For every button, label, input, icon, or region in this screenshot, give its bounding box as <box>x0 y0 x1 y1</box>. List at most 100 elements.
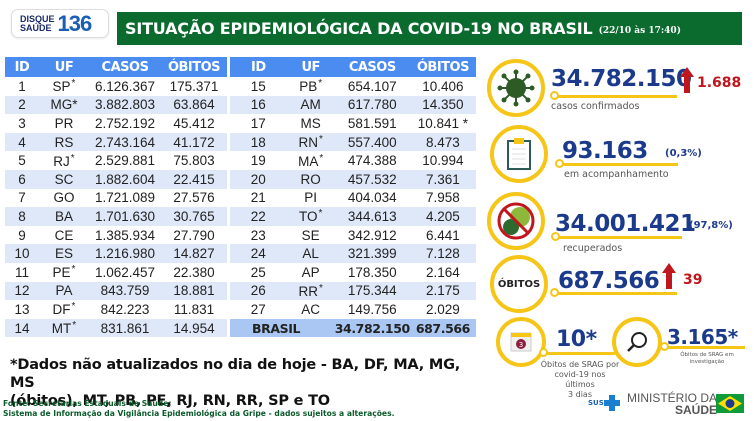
logo-line1: DISQUE <box>20 13 55 24</box>
cell-uf: SC <box>39 169 89 189</box>
cell-id: 13 <box>14 301 30 317</box>
cell-id: 8 <box>5 207 39 226</box>
table-row: 25 AP 178.350 2.164 <box>230 263 476 282</box>
divider-line <box>553 95 677 98</box>
cell-casos: 831.861 <box>89 318 161 338</box>
table-header-row: ID UF CASOS ÓBITOS <box>5 57 227 77</box>
cell-obitos: 7.128 <box>409 244 476 263</box>
table-row: 16 AM 617.780 14.350 <box>230 95 476 115</box>
cell-casos: 2.743.164 <box>89 132 161 152</box>
logo-line2: SAÚDE <box>20 22 52 33</box>
cell-obitos: 14.827 <box>161 244 227 263</box>
cell-uf: MT* <box>39 318 89 338</box>
cell-casos: 474.388 <box>347 153 397 169</box>
sus-cross-icon <box>603 395 620 411</box>
cell-id: 27 <box>250 301 266 317</box>
magnifier-icon <box>612 317 662 367</box>
table-row: 23 SE 342.912 6.441 <box>230 226 476 245</box>
col-obitos: ÓBITOS <box>409 57 476 77</box>
cell-obitos: 2.175 <box>409 281 476 301</box>
col-obitos: ÓBITOS <box>161 57 227 77</box>
srag-recent-value: 10* <box>556 327 597 352</box>
cell-obitos: 7.958 <box>426 190 460 206</box>
cell-obitos: 27.790 <box>173 227 215 243</box>
cell-uf: SP* <box>52 78 76 95</box>
cell-obitos: 2.029 <box>426 301 460 317</box>
cell-uf: RR* <box>286 281 335 301</box>
cell-id: 10 <box>5 244 39 263</box>
cell-uf: PA <box>39 281 89 301</box>
disque-saude-136-logo: DISQUE SAÚDE 136 <box>11 9 109 38</box>
cell-id: 2 <box>5 95 39 115</box>
cell-uf: AL <box>286 244 335 263</box>
asterisk-marker: * <box>318 208 323 220</box>
no-virus-icon <box>487 192 545 250</box>
cell-casos: 3.882.803 <box>89 95 161 115</box>
table-row: 24 AL 321.399 7.128 <box>230 244 476 263</box>
cell-obitos: 2.164 <box>426 264 460 280</box>
ministry-logo: MINISTÉRIO DA SAÚDE <box>627 391 718 417</box>
cell-obitos: 22.380 <box>173 264 215 280</box>
cell-id: 12 <box>5 281 39 301</box>
footnote: *Dados não atualizados no dia de hoje - … <box>10 357 461 409</box>
deaths-value: 687.566 <box>558 268 660 294</box>
cell-casos: 149.756 <box>347 301 397 317</box>
cell-uf: BA <box>39 207 89 226</box>
monitoring-percent: (0,3%) <box>665 148 702 159</box>
divider-knob <box>555 159 564 168</box>
total-casos: 34.782.150 <box>334 318 410 338</box>
states-table-left: ID UF CASOS ÓBITOS 1 SP* 6.126.367 175.371 2… <box>5 57 227 338</box>
divider-line <box>558 236 682 239</box>
cell-obitos: 41.172 <box>161 132 227 152</box>
cell-obitos: 10.406 <box>422 78 464 94</box>
table-row: 20 RO 457.532 7.361 <box>230 169 476 189</box>
arrow-up-icon <box>680 67 694 93</box>
cell-uf: PR <box>54 115 74 131</box>
table-row: 12 PA 843.759 18.881 <box>5 281 227 301</box>
table-row: 18 RN* 557.400 8.473 <box>230 132 476 152</box>
col-id: ID <box>5 57 39 77</box>
cell-id: 22 <box>230 207 287 226</box>
cell-id: 9 <box>18 227 26 243</box>
table-row: 21 PI 404.034 7.958 <box>230 189 476 208</box>
table-row: 17 MS 581.591 10.841 * <box>230 114 476 133</box>
cell-casos: 175.344 <box>334 281 410 301</box>
virus-icon <box>487 59 545 117</box>
cell-id: 4 <box>5 132 39 152</box>
cell-casos: 457.532 <box>334 169 410 189</box>
cell-uf: MA* <box>298 152 324 169</box>
srag-investigation-label: Óbitos de SRAG em investigação <box>680 352 734 365</box>
col-uf: UF <box>286 57 335 77</box>
cell-casos: 1.385.934 <box>94 227 156 243</box>
update-datetime: (22/10 às 17:40) <box>598 25 681 36</box>
monitoring-value: 93.163 <box>562 138 648 164</box>
deaths-delta: 39 <box>683 272 703 288</box>
cell-obitos: 63.864 <box>161 95 227 115</box>
cell-obitos: 75.803 <box>173 153 215 169</box>
cell-id: 24 <box>230 244 287 263</box>
cell-casos: 843.759 <box>89 281 161 301</box>
cell-id: 16 <box>230 95 287 115</box>
cell-obitos: 45.412 <box>173 115 215 131</box>
cell-uf: SE <box>301 227 320 243</box>
asterisk-marker: * <box>71 78 76 90</box>
cell-uf: MS <box>300 115 321 131</box>
table-row: 1 SP* 6.126.367 175.371 <box>5 77 227 96</box>
col-casos: CASOS <box>334 57 410 77</box>
asterisk-marker: * <box>318 134 323 146</box>
calendar-icon: 3 <box>496 317 546 367</box>
cell-uf: RS <box>39 132 89 152</box>
cell-uf: ES <box>39 244 89 263</box>
table-row: 22 TO* 344.613 4.205 <box>230 207 476 226</box>
recovered-value: 34.001.421 <box>555 211 696 237</box>
cell-casos: 842.223 <box>100 301 150 317</box>
cell-casos: 321.399 <box>334 244 410 263</box>
cell-uf: GO <box>53 190 75 206</box>
cell-id: 15 <box>250 78 266 94</box>
cell-casos: 617.780 <box>334 95 410 115</box>
recovered-percent: (97,8%) <box>689 220 733 231</box>
col-uf: UF <box>39 57 89 77</box>
cell-casos: 2.529.881 <box>94 153 156 169</box>
table-row: 26 RR* 175.344 2.175 <box>230 281 476 301</box>
cell-obitos: 175.371 <box>169 78 219 94</box>
